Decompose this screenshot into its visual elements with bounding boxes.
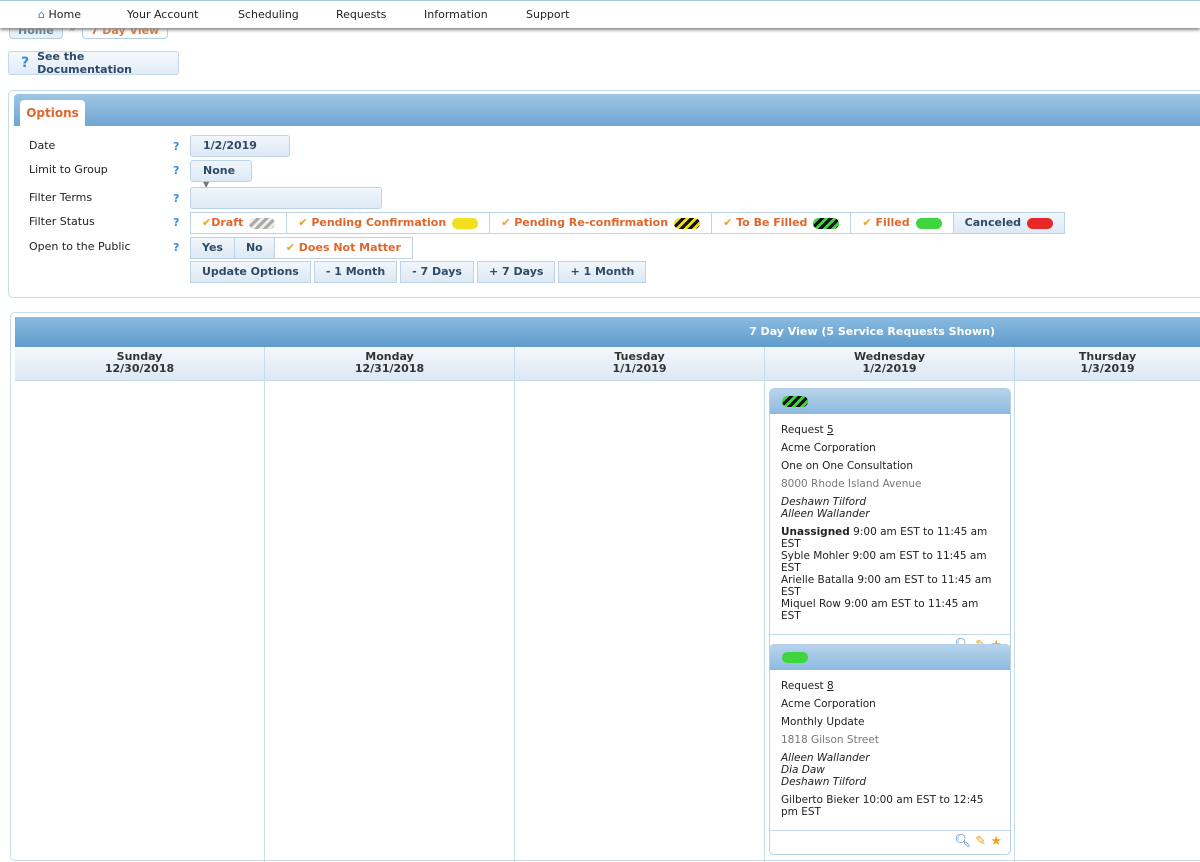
date-help-icon[interactable]: ? bbox=[173, 140, 180, 153]
top-nav: ⌂ Home Your Account Scheduling Requests … bbox=[0, 0, 1200, 28]
plus-month-button[interactable]: + 1 Month bbox=[558, 261, 647, 283]
status-help-icon[interactable]: ? bbox=[173, 216, 180, 229]
status-filled-indicator bbox=[782, 652, 808, 663]
nav-your-account[interactable]: Your Account bbox=[127, 8, 199, 21]
status-draft[interactable]: ✔Draft bbox=[190, 212, 288, 234]
request-link[interactable]: 5 bbox=[827, 424, 834, 436]
pencil-icon[interactable]: ✎ bbox=[975, 834, 987, 849]
day-column-tuesday: Tuesday 1/1/2019 bbox=[515, 347, 765, 862]
status-label: Filter Status bbox=[29, 215, 95, 228]
date-input[interactable]: 1/2/2019 bbox=[190, 135, 290, 157]
calendar-title: 7 Day View (5 Service Requests Shown) bbox=[15, 317, 1200, 347]
status-pending-reconfirmation[interactable]: ✔ Pending Re-confirmation bbox=[489, 212, 713, 234]
option-actions: Update Options - 1 Month - 7 Days + 7 Da… bbox=[190, 261, 647, 283]
day-column-monday: Monday 12/31/2018 bbox=[265, 347, 515, 862]
terms-input[interactable] bbox=[190, 187, 382, 209]
nav-home[interactable]: ⌂ Home bbox=[38, 8, 81, 21]
day-column-thursday: Thursday 1/3/2019 bbox=[1015, 347, 1200, 862]
calendar-panel: 7 Day View (5 Service Requests Shown) Su… bbox=[10, 312, 1200, 862]
day-column-wednesday: Wednesday 1/2/2019 Request 5 Acme Corpora… bbox=[765, 347, 1015, 862]
star-icon[interactable]: ★ bbox=[990, 834, 1002, 849]
status-to-be-filled-indicator bbox=[782, 396, 808, 407]
terms-help-icon[interactable]: ? bbox=[173, 192, 180, 205]
public-yes[interactable]: Yes bbox=[190, 237, 235, 259]
nav-scheduling[interactable]: Scheduling bbox=[238, 8, 299, 21]
documentation-button[interactable]: ? See the Documentation bbox=[8, 50, 179, 76]
tab-options[interactable]: Options bbox=[20, 100, 85, 126]
plus-week-button[interactable]: + 7 Days bbox=[476, 261, 556, 283]
status-filled[interactable]: ✔ Filled bbox=[850, 212, 954, 234]
nav-requests[interactable]: Requests bbox=[336, 8, 387, 21]
group-label: Limit to Group bbox=[29, 163, 108, 176]
update-options-button[interactable]: Update Options bbox=[190, 261, 311, 283]
help-icon: ? bbox=[21, 55, 30, 71]
request-card: Request 8 Acme Corporation Monthly Updat… bbox=[769, 644, 1011, 855]
group-help-icon[interactable]: ? bbox=[173, 164, 180, 177]
terms-label: Filter Terms bbox=[29, 191, 93, 204]
request-link[interactable]: 8 bbox=[827, 680, 834, 692]
status-canceled[interactable]: Canceled bbox=[952, 212, 1066, 234]
group-select[interactable]: None ▼ bbox=[190, 160, 252, 189]
minus-week-button[interactable]: - 7 Days bbox=[400, 261, 474, 283]
day-column-sunday: Sunday 12/30/2018 bbox=[15, 347, 265, 862]
nav-information[interactable]: Information bbox=[424, 8, 488, 21]
nav-support[interactable]: Support bbox=[526, 8, 570, 21]
request-card: Request 5 Acme Corporation One on One Co… bbox=[769, 388, 1011, 659]
status-filter: ✔Draft ✔ Pending Confirmation ✔ Pending … bbox=[190, 212, 1066, 234]
status-pending-confirmation[interactable]: ✔ Pending Confirmation bbox=[286, 212, 491, 234]
public-label: Open to the Public bbox=[29, 240, 131, 253]
public-does-not-matter[interactable]: ✔ Does Not Matter bbox=[273, 237, 413, 259]
magnifier-icon[interactable]: 🔍︎ bbox=[954, 834, 972, 849]
public-no[interactable]: No bbox=[233, 237, 275, 259]
chevron-down-icon: ▼ bbox=[203, 180, 210, 189]
options-panel: Options Date ? 1/2/2019 Limit to Group ?… bbox=[8, 90, 1200, 298]
public-filter: Yes No ✔ Does Not Matter bbox=[190, 237, 413, 259]
minus-month-button[interactable]: - 1 Month bbox=[313, 261, 398, 283]
status-to-be-filled[interactable]: ✔ To Be Filled bbox=[711, 212, 852, 234]
home-icon: ⌂ bbox=[38, 8, 45, 21]
date-label: Date bbox=[29, 139, 56, 152]
public-help-icon[interactable]: ? bbox=[173, 241, 180, 254]
breadcrumb-separator: » bbox=[68, 22, 76, 35]
